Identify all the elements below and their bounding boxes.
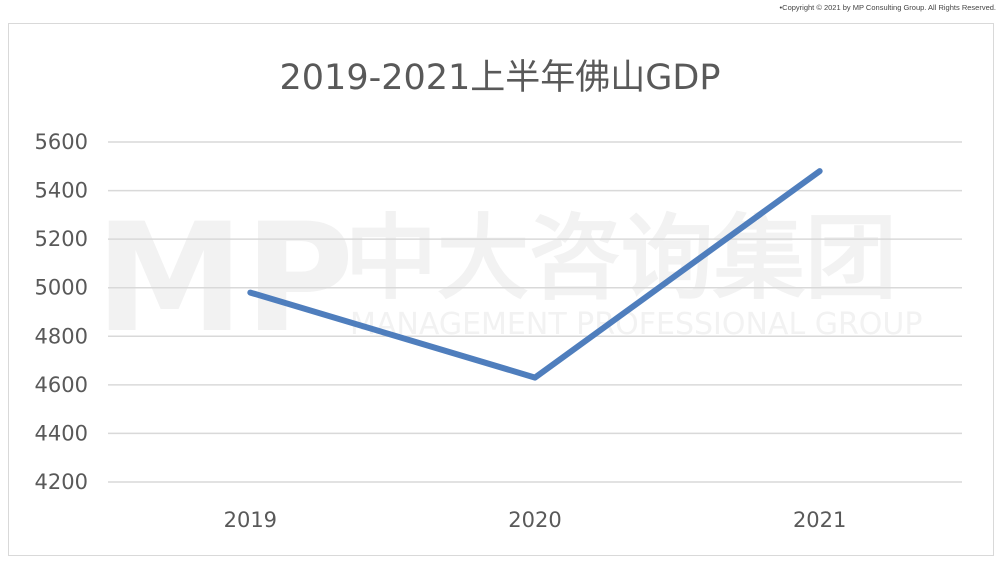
chart-title: 2019-2021上半年佛山GDP xyxy=(280,58,721,98)
watermark-name-cn: 中大咨询集团 xyxy=(345,205,897,312)
x-tick-label: 2019 xyxy=(224,508,277,532)
watermark-logo: MP xyxy=(95,192,354,366)
y-tick-label: 4200 xyxy=(35,470,88,494)
y-tick-label: 4600 xyxy=(35,373,88,397)
y-tick-label: 5400 xyxy=(35,179,88,203)
data-point xyxy=(533,375,537,380)
y-tick-label: 4400 xyxy=(35,421,88,445)
chart-frame xyxy=(8,23,994,556)
data-point xyxy=(817,169,822,174)
y-tick-label: 5600 xyxy=(35,130,88,154)
data-point xyxy=(248,290,253,295)
watermark: MP 中大咨询集团 MANAGEMENT PROFESSIONAL GROUP xyxy=(95,192,922,366)
copyright-notice: •Copyright © 2021 by MP Consulting Group… xyxy=(779,3,996,12)
y-tick-label: 4800 xyxy=(35,324,88,348)
y-tick-label: 5000 xyxy=(35,276,88,300)
y-tick-label: 5200 xyxy=(35,227,88,251)
x-tick-label: 2020 xyxy=(508,508,561,532)
x-tick-label: 2021 xyxy=(793,508,846,532)
